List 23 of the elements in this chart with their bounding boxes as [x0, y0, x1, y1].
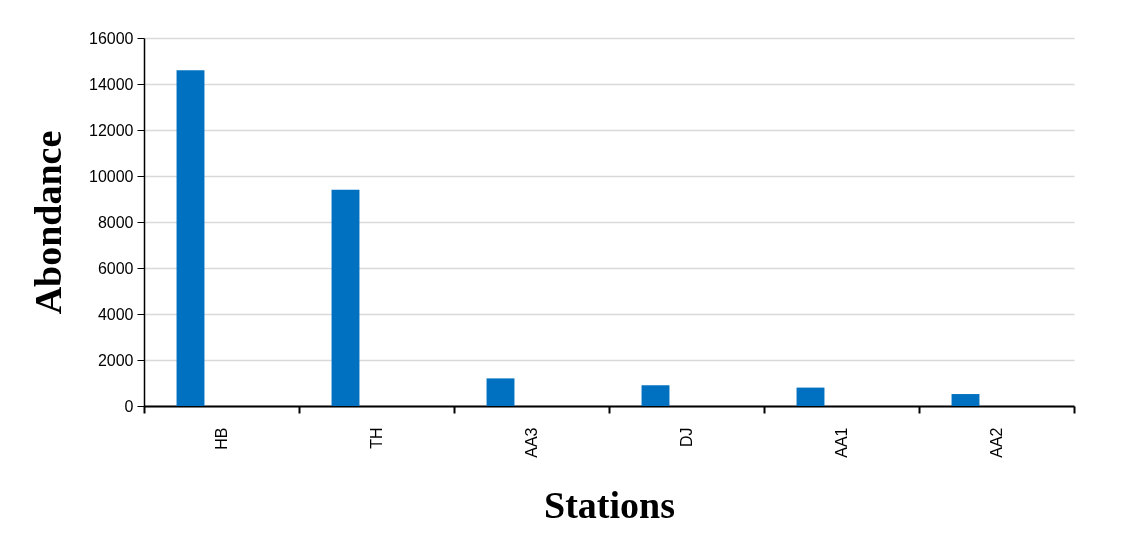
bar: [796, 387, 825, 406]
bar: [176, 70, 205, 406]
y-tick-label: 12000: [89, 121, 134, 139]
x-tick-label: AA2: [988, 427, 1005, 458]
x-axis-title: Stations: [544, 483, 675, 526]
y-tick-label: 10000: [89, 167, 134, 185]
x-tick-label: AA3: [523, 427, 540, 458]
y-tick-label: 8000: [97, 213, 134, 231]
x-tick-label: TH: [368, 427, 385, 449]
x-tick-label: DJ: [678, 427, 695, 448]
bar: [331, 189, 360, 406]
y-tick-label: 16000: [89, 29, 134, 47]
y-axis-title: Abondance: [27, 130, 70, 315]
y-tick-label: 2000: [97, 351, 134, 369]
x-tick-label: AA1: [833, 427, 850, 458]
y-tick-label: 6000: [97, 259, 134, 277]
bar: [951, 394, 980, 406]
bar: [641, 385, 670, 406]
y-tick-label: 0: [124, 397, 134, 415]
y-tick-label: 4000: [97, 305, 134, 323]
x-tick-label: HB: [213, 427, 230, 450]
bar: [486, 378, 515, 406]
y-tick-label: 14000: [89, 75, 134, 93]
